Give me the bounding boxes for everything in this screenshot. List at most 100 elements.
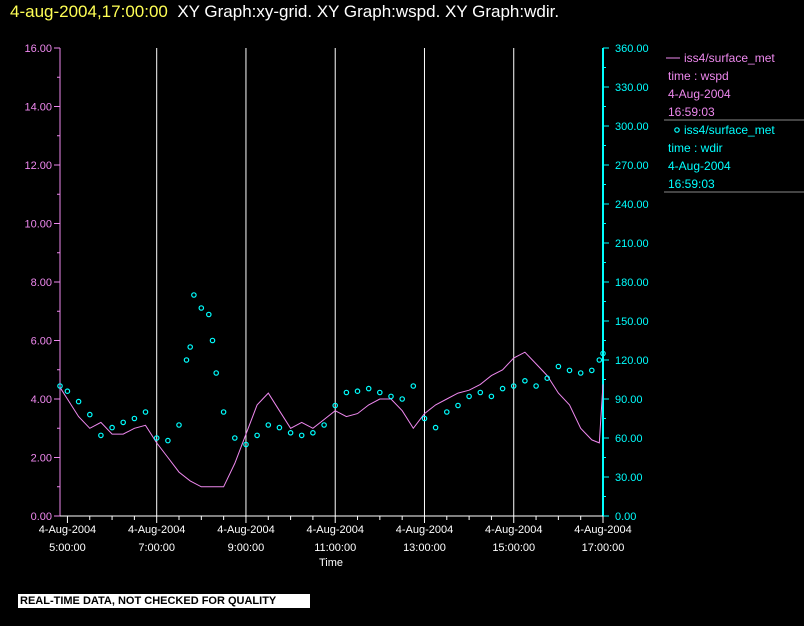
right-tick-label: 60.00 (615, 433, 643, 445)
quality-notice: REAL-TIME DATA, NOT CHECKED FOR QUALITY (18, 594, 310, 608)
wdir-point (198, 305, 205, 311)
right-tick-label: 360.00 (615, 43, 649, 55)
x-tick-time: 15:00:00 (492, 542, 535, 554)
wdir-point (153, 435, 160, 441)
wdir-point (421, 415, 428, 422)
right-tick-label: 300.00 (615, 121, 649, 133)
legend-date: 4-Aug-2004 (668, 87, 731, 101)
wdir-point (410, 383, 417, 389)
wdir-point (287, 429, 294, 436)
header-graph-titles: XY Graph:xy-grid. XY Graph:wspd. XY Grap… (177, 2, 560, 21)
wdir-point (87, 411, 93, 418)
x-tick-time: 5:00:00 (49, 542, 86, 554)
wdir-point (131, 415, 138, 422)
wdir-point (488, 393, 495, 400)
left-tick-label: 4.00 (31, 394, 52, 406)
wdir-point (120, 419, 127, 426)
right-tick-label: 0.00 (615, 511, 636, 523)
wdir-point (443, 409, 450, 415)
x-axis-ticks: 4-Aug-2004 5:00:00 4-Aug-2004 7:00:00 4-Aug-… (39, 516, 632, 554)
wdir-point (544, 375, 551, 382)
wdir-point (75, 398, 82, 405)
series-wspd-line (59, 351, 604, 488)
x-axis-title: Time (319, 557, 343, 569)
wdir-point (109, 424, 115, 431)
wdir-point (354, 388, 361, 395)
x-tick-date: 4-Aug-2004 (396, 524, 454, 536)
wdir-point (600, 350, 606, 357)
wdir-point (399, 396, 406, 402)
wdir-point (64, 388, 71, 395)
wdir-point (165, 437, 171, 444)
wdir-point (298, 432, 305, 439)
legend-source: iss4/surface_met (684, 51, 775, 65)
right-tick-label: 270.00 (615, 160, 649, 172)
wdir-point (232, 435, 238, 441)
wdir-point (343, 389, 350, 396)
wdir-point (432, 424, 439, 431)
wdir-point (499, 385, 506, 392)
legend-vars: time : wdir (668, 141, 723, 155)
legend-time: 16:59:03 (668, 105, 715, 119)
left-tick-label: 6.00 (31, 336, 52, 348)
chart-header: 4-aug-2004,17:00:00 XY Graph:xy-grid. XY… (10, 2, 559, 22)
wdir-point (310, 429, 316, 436)
x-tick-time: 13:00:00 (403, 542, 446, 554)
wdir-point (455, 402, 461, 409)
wdir-point (555, 363, 562, 370)
wdir-point (466, 393, 472, 400)
left-tick-label: 12.00 (24, 160, 52, 172)
wdir-point (206, 311, 212, 318)
x-tick-date: 4-Aug-2004 (485, 524, 543, 536)
wdir-point (365, 385, 372, 392)
wdir-point (142, 409, 149, 415)
right-tick-label: 330.00 (615, 82, 649, 94)
x-tick-time: 11:00:00 (314, 542, 356, 554)
legend-source: iss4/surface_met (684, 123, 775, 137)
wdir-point (533, 383, 539, 389)
legend-circle-swatch (674, 127, 680, 133)
right-tick-label: 120.00 (615, 355, 649, 367)
left-tick-label: 16.00 (24, 43, 52, 55)
wdir-point (566, 367, 573, 374)
left-tick-label: 14.00 (24, 102, 52, 114)
right-tick-label: 30.00 (615, 472, 643, 484)
x-tick-date: 4-Aug-2004 (128, 524, 186, 536)
x-tick-date: 4-Aug-2004 (39, 524, 97, 536)
wdir-point (577, 370, 584, 376)
x-tick-date: 4-Aug-2004 (306, 524, 364, 536)
wdir-point (98, 432, 104, 439)
wdir-point (220, 409, 227, 415)
legend-vars: time : wspd (668, 69, 729, 83)
wdir-point (187, 344, 194, 350)
x-tick-date: 4-Aug-2004 (217, 524, 275, 536)
left-tick-label: 2.00 (31, 453, 52, 465)
right-tick-label: 90.00 (615, 394, 643, 406)
x-tick-time: 17:00:00 (582, 542, 625, 554)
legend-date: 4-Aug-2004 (668, 159, 731, 173)
right-tick-label: 180.00 (615, 277, 649, 289)
left-tick-label: 8.00 (31, 277, 52, 289)
right-tick-label: 240.00 (615, 199, 649, 211)
wdir-point (276, 424, 283, 431)
wdir-point (209, 337, 216, 344)
wdir-point (321, 422, 327, 428)
x-tick-time: 7:00:00 (138, 542, 175, 554)
x-tick-date: 4-Aug-2004 (574, 524, 632, 536)
wdir-point (265, 422, 272, 428)
wdir-point (254, 432, 260, 439)
wdir-point (332, 402, 339, 409)
left-tick-label: 0.00 (31, 511, 52, 523)
wdir-point (376, 389, 383, 396)
left-y-axis-ticks: 0.00 2.00 4.00 6.00 8.00 10.00 12.00 14.00 16.00 (24, 43, 60, 523)
x-tick-time: 9:00:00 (228, 542, 265, 554)
vertical-grid (156, 48, 515, 516)
wdir-point (176, 422, 182, 428)
wdir-point (588, 367, 595, 374)
left-tick-label: 10.00 (24, 219, 52, 231)
series-wdir-points (57, 292, 606, 448)
wdir-point (57, 383, 63, 389)
wdir-point (388, 393, 394, 400)
